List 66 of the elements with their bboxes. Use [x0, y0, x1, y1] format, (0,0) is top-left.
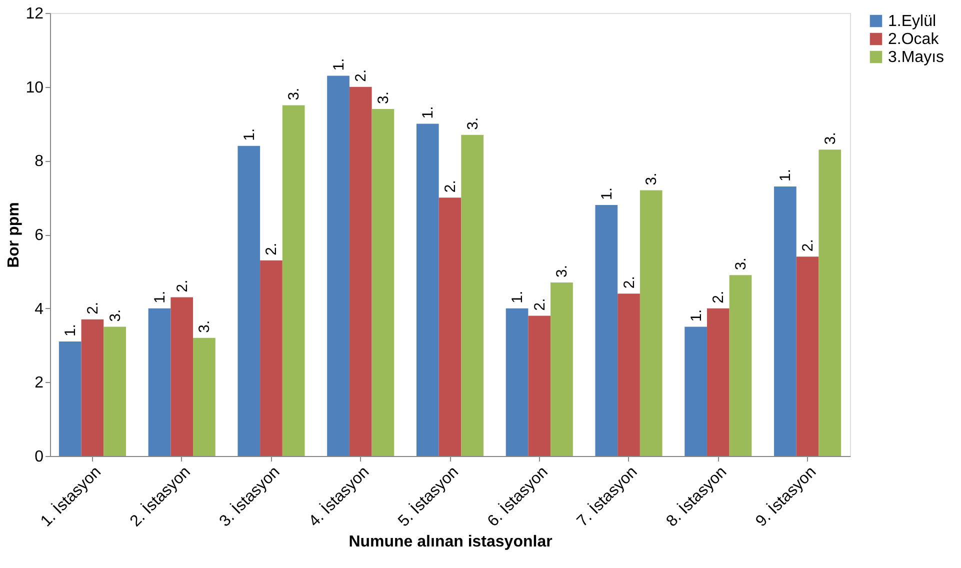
annotation: 2. — [174, 280, 191, 292]
bar — [260, 260, 282, 456]
bar — [372, 108, 394, 456]
annotation: 1. — [240, 128, 258, 141]
annotation: 1. — [151, 290, 168, 304]
bar — [706, 308, 730, 456]
annotation: 2. — [84, 302, 102, 314]
legend-label: 3.Mayıs — [888, 49, 944, 66]
annotation: 1. — [509, 290, 526, 304]
x-axis-title: Numune alınan istasyonlar — [348, 534, 552, 551]
y-tick-label: 12 — [26, 6, 44, 22]
annotation: 2. — [263, 242, 280, 256]
bar — [729, 275, 752, 456]
bar — [528, 316, 551, 456]
bar — [170, 297, 194, 456]
legend-label: 2.Ocak — [888, 31, 940, 48]
annotation: 3. — [106, 309, 124, 322]
y-tick-label: 0 — [34, 448, 44, 466]
annotation: 2. — [442, 180, 459, 193]
annotation: 1. — [777, 168, 794, 182]
annotation: 3. — [554, 264, 571, 278]
annotation: 3. — [374, 91, 392, 104]
bar — [640, 190, 662, 456]
bar — [148, 308, 171, 456]
bar — [796, 256, 819, 456]
bar — [327, 76, 350, 456]
annotation: 1. — [62, 324, 80, 337]
annotation: 1. — [420, 106, 437, 119]
bar — [774, 186, 796, 456]
annotation: 3. — [286, 88, 303, 100]
bar — [438, 198, 462, 456]
bar — [416, 124, 439, 456]
bar — [461, 134, 484, 456]
annotation: 1. — [688, 309, 705, 322]
bar — [618, 294, 640, 456]
annotation: 2. — [531, 298, 548, 311]
bar — [193, 338, 216, 456]
annotation: 3. — [822, 132, 839, 145]
y-axis-title: Bor ppm — [6, 202, 23, 268]
legend-label: 1.Eylül — [888, 13, 936, 30]
bar — [81, 319, 104, 456]
annotation: 3. — [464, 117, 482, 130]
annotation: 3. — [643, 172, 660, 186]
bar — [349, 86, 372, 456]
bar — [104, 326, 126, 456]
annotation: 1. — [330, 58, 348, 71]
bar — [550, 282, 573, 456]
bar — [818, 150, 842, 456]
bar — [58, 342, 82, 456]
bar — [282, 105, 305, 456]
annotation: 2. — [352, 69, 370, 82]
bar — [506, 308, 528, 456]
y-tick-label: 6 — [34, 227, 44, 244]
bar — [595, 204, 618, 456]
y-tick-label: 2 — [34, 374, 44, 392]
annotation: 2. — [800, 239, 817, 252]
bar — [238, 146, 260, 456]
y-tick-label: 4 — [34, 300, 44, 318]
bar — [684, 326, 707, 456]
annotation: 2. — [710, 290, 728, 304]
annotation: 3. — [732, 258, 750, 270]
annotation: 2. — [620, 276, 638, 289]
annotation: 1. — [598, 187, 616, 200]
y-tick-label: 8 — [34, 153, 44, 170]
annotation: 3. — [196, 320, 214, 333]
y-tick-label: 10 — [26, 79, 44, 96]
